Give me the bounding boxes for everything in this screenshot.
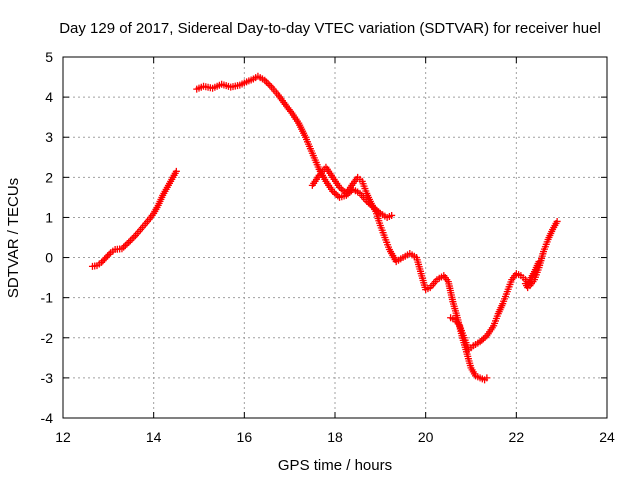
data-points [88, 72, 561, 384]
data-point-marker [172, 167, 180, 175]
grid [63, 57, 607, 418]
x-axis-label: GPS time / hours [278, 457, 392, 474]
y-tick-label: 4 [45, 89, 53, 105]
x-tick-label: 22 [509, 429, 525, 445]
y-tick-label: -2 [41, 330, 54, 346]
y-tick-label: 5 [45, 49, 53, 65]
chart-title: Day 129 of 2017, Sidereal Day-to-day VTE… [59, 20, 601, 37]
y-tick-label: 0 [45, 250, 53, 266]
y-tick-label: 2 [45, 169, 53, 185]
data-point-marker [104, 252, 112, 260]
data-point-marker [99, 257, 107, 265]
x-tick-label: 16 [237, 429, 253, 445]
data-point-marker [123, 240, 131, 248]
x-tick-label: 24 [599, 429, 615, 445]
x-tick-label: 12 [55, 429, 71, 445]
x-tick-label: 14 [146, 429, 162, 445]
data-point-marker [388, 211, 396, 219]
data-point-marker [98, 258, 106, 266]
y-axis-label: SDTVAR / TECUs [5, 178, 22, 298]
data-point-marker [483, 374, 491, 382]
y-tick-label: 1 [45, 209, 53, 225]
data-point-marker [126, 237, 134, 245]
y-tick-label: 3 [45, 129, 53, 145]
data-point-marker [121, 242, 129, 250]
plot-frame [62, 56, 608, 419]
y-tick-label: -3 [41, 370, 54, 386]
y-tick-label: -1 [41, 290, 54, 306]
data-point-marker [101, 255, 109, 263]
x-tick-label: 20 [418, 429, 434, 445]
y-tick-label: -4 [41, 410, 54, 426]
data-point-marker [535, 258, 543, 266]
y-tick-labels: -4 -3 -2 -1 0 1 2 3 4 5 [41, 49, 54, 426]
data-point-marker [105, 250, 113, 258]
data-point-marker [128, 235, 136, 243]
x-tick-label: 18 [327, 429, 343, 445]
data-point-marker [266, 81, 274, 89]
data-point-marker [130, 233, 138, 241]
x-tick-labels: 12 14 16 18 20 22 24 [55, 429, 615, 445]
data-point-marker [102, 254, 110, 262]
data-point-marker [125, 238, 133, 246]
data-point-marker [553, 217, 561, 225]
data-point-marker [264, 80, 272, 88]
